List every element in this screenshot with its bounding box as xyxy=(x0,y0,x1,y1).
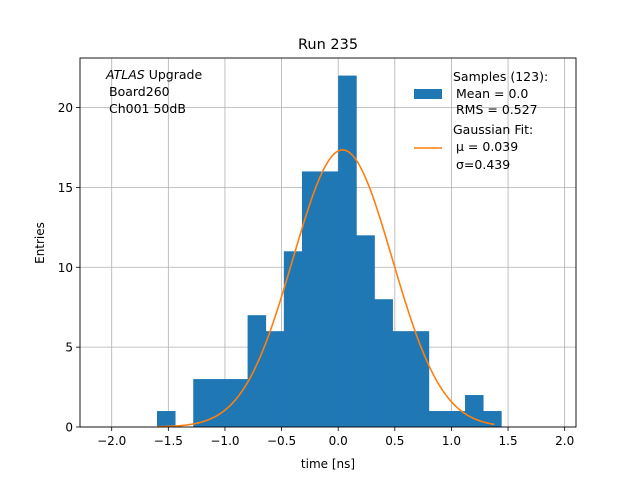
y-axis-label: Entries xyxy=(33,222,47,264)
histogram-bar xyxy=(320,171,339,427)
x-tick-label: 1.0 xyxy=(442,434,461,448)
x-tick-label: 0.0 xyxy=(329,434,348,448)
histogram-bar xyxy=(301,171,321,427)
histogram-bar xyxy=(193,379,212,427)
y-tick-label: 10 xyxy=(58,261,73,275)
x-axis-label: time [ns] xyxy=(301,457,355,471)
x-tick-label: −1.5 xyxy=(154,434,183,448)
y-axis-ticks: 0 5 10 15 20 xyxy=(58,101,80,435)
atlas-annotation: ATLAS Upgrade Board260 Ch001 50dB xyxy=(105,67,202,116)
histogram-bars xyxy=(157,75,502,428)
histogram-bar xyxy=(211,379,230,427)
legend-histogram-line-1: Samples (123): xyxy=(453,69,548,84)
annotation-line-3: Ch001 50dB xyxy=(109,101,186,116)
x-tick-label: −2.0 xyxy=(97,434,126,448)
x-axis-ticks: −2.0 −1.5 −1.0 −0.5 0.0 0.5 1.0 1.5 2.0 xyxy=(97,427,574,448)
histogram-bar xyxy=(428,411,448,427)
x-tick-label: −1.0 xyxy=(210,434,239,448)
legend: Samples (123): Mean = 0.0 RMS = 0.527 Ga… xyxy=(414,69,548,172)
histogram-bar xyxy=(338,75,357,428)
gaussian-fit-curve xyxy=(156,149,495,428)
legend-histogram-line-2: Mean = 0.0 xyxy=(456,86,528,101)
legend-histogram-line-3: RMS = 0.527 xyxy=(456,102,538,117)
histogram-bar xyxy=(157,411,176,427)
legend-fit-line-3: σ=0.439 xyxy=(456,157,510,172)
legend-fit-line-2: μ = 0.039 xyxy=(456,139,518,154)
histogram-bar xyxy=(356,235,375,427)
histogram-bar xyxy=(265,331,285,427)
axes-frame xyxy=(79,57,577,428)
y-tick-label: 15 xyxy=(58,181,73,195)
histogram-bar xyxy=(392,331,412,427)
y-tick-label: 0 xyxy=(65,421,73,435)
histogram-bar xyxy=(247,315,267,427)
annotation-atlas: ATLAS xyxy=(105,67,145,82)
annotation-upgrade: Upgrade xyxy=(145,67,203,82)
histogram-bar xyxy=(283,251,303,427)
annotation-line-2: Board260 xyxy=(109,84,170,99)
chart-title: Run 235 xyxy=(298,37,358,53)
histogram-bar xyxy=(229,379,248,427)
legend-fit-line-1: Gaussian Fit: xyxy=(453,122,533,137)
histogram-bar xyxy=(374,299,393,427)
x-tick-label: 2.0 xyxy=(555,434,574,448)
histogram-bar xyxy=(465,395,484,427)
y-tick-label: 20 xyxy=(58,101,73,115)
y-tick-label: 5 xyxy=(65,341,73,355)
annotation-line-1: ATLAS Upgrade xyxy=(105,67,202,82)
histogram-bar xyxy=(446,411,466,427)
x-tick-label: 1.5 xyxy=(499,434,518,448)
x-tick-label: 0.5 xyxy=(385,434,404,448)
legend-histogram-swatch xyxy=(414,89,442,99)
x-tick-label: −0.5 xyxy=(267,434,296,448)
